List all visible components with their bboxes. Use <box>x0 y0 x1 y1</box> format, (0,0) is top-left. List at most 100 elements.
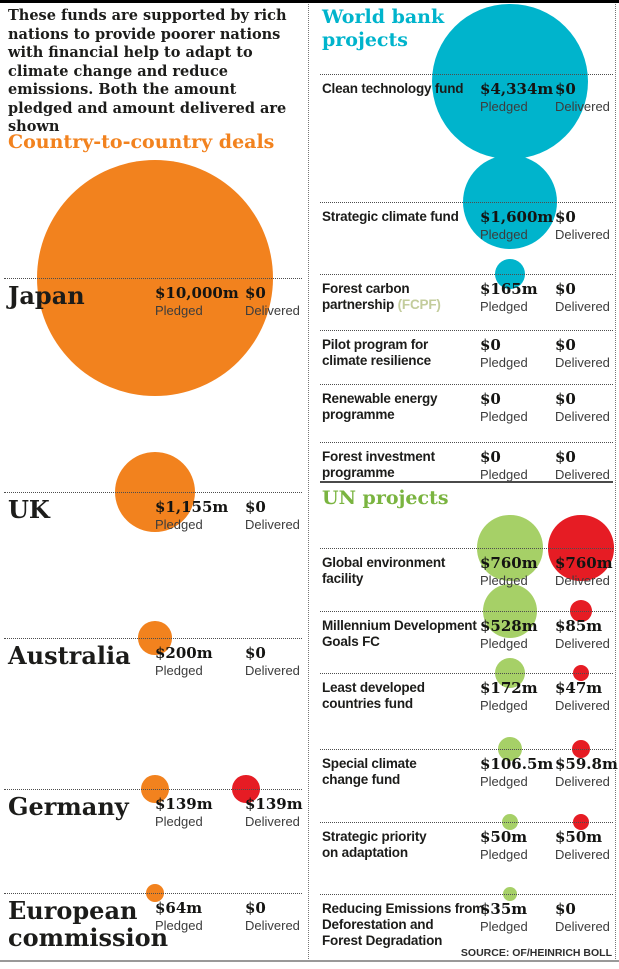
pledged-amount: $106.5m <box>480 755 554 773</box>
row-divider <box>4 893 302 894</box>
delivered-amount: $85m <box>555 617 603 635</box>
right-border <box>615 4 616 959</box>
delivered-value: $0 Delivered <box>555 391 610 424</box>
delivered-amount: $760m <box>555 554 613 572</box>
pledged-amount: $0 <box>480 390 501 408</box>
delivered-sublabel: Delivered <box>555 847 610 862</box>
pledged-amount: $139m <box>155 795 213 813</box>
delivered-value: $760m Delivered <box>555 555 613 588</box>
row-divider <box>320 202 613 203</box>
row-label: Reducing Emissions from Deforestation an… <box>322 901 484 948</box>
pledged-value: $64m Pledged <box>155 900 203 933</box>
row-label: Pilot program for climate resilience <box>322 337 431 368</box>
delivered-value: $0 Delivered <box>555 337 610 370</box>
pledged-bubble <box>501 813 519 831</box>
delivered-amount: $139m <box>245 795 303 813</box>
pledged-amount: $172m <box>480 679 538 697</box>
delivered-amount: $0 <box>555 336 576 354</box>
delivered-sublabel: Delivered <box>555 409 610 424</box>
pledged-value: $1,155m Pledged <box>155 499 228 532</box>
delivered-sublabel: Delivered <box>555 636 610 651</box>
column-divider <box>308 4 309 959</box>
pledged-value: $0 Pledged <box>480 337 528 370</box>
row-divider <box>320 894 613 895</box>
row-divider <box>320 749 613 750</box>
pledged-value: $165m Pledged <box>480 281 538 314</box>
delivered-value: $59.8m Delivered <box>555 756 618 789</box>
pledged-value: $4,334m Pledged <box>480 81 553 114</box>
pledged-sublabel: Pledged <box>480 227 528 242</box>
pledged-sublabel: Pledged <box>155 303 203 318</box>
delivered-sublabel: Delivered <box>245 663 300 678</box>
pledged-value: $0 Pledged <box>480 391 528 424</box>
pledged-value: $172m Pledged <box>480 680 538 713</box>
pledged-amount: $1,600m <box>480 208 554 226</box>
pledged-amount: $528m <box>480 617 538 635</box>
section-title-un: UN projects <box>322 487 449 509</box>
row-label: UK <box>8 495 50 524</box>
delivered-value: $0 Delivered <box>555 209 610 242</box>
pledged-value: $1,600m Pledged <box>480 209 553 242</box>
pledged-value: $0 Pledged <box>480 449 528 482</box>
row-divider <box>4 638 302 639</box>
row-label: Forest investment programme <box>322 449 435 480</box>
pledged-sublabel: Pledged <box>480 409 528 424</box>
delivered-sublabel: Delivered <box>245 918 300 933</box>
delivered-value: $47m Delivered <box>555 680 610 713</box>
pledged-bubble <box>462 154 558 250</box>
delivered-value: $0 Delivered <box>555 449 610 482</box>
row-label: Millennium Development Goals FC <box>322 618 477 649</box>
row-label: Special climate change fund <box>322 756 417 787</box>
pledged-sublabel: Pledged <box>480 467 528 482</box>
row-label: Least developed countries fund <box>322 680 425 711</box>
delivered-value: $50m Delivered <box>555 829 610 862</box>
delivered-sublabel: Delivered <box>555 355 610 370</box>
pledged-value: $760m Pledged <box>480 555 538 588</box>
row-divider <box>320 673 613 674</box>
pledged-amount: $64m <box>155 899 203 917</box>
pledged-value: $35m Pledged <box>480 901 528 934</box>
delivered-bubble <box>570 600 592 622</box>
pledged-bubble <box>114 451 196 533</box>
pledged-bubble <box>482 583 538 639</box>
section-title-country-deals: Country-to-country deals <box>8 131 275 153</box>
pledged-amount: $4,334m <box>480 80 554 98</box>
delivered-amount: $0 <box>245 899 266 917</box>
pledged-sublabel: Pledged <box>155 918 203 933</box>
delivered-amount: $0 <box>245 644 266 662</box>
delivered-amount: $0 <box>245 498 266 516</box>
pledged-bubble <box>494 258 526 290</box>
pledged-amount: $760m <box>480 554 538 572</box>
delivered-sublabel: Delivered <box>555 299 610 314</box>
delivered-value: $0 Delivered <box>555 901 610 934</box>
pledged-sublabel: Pledged <box>155 814 203 829</box>
delivered-amount: $0 <box>555 280 576 298</box>
pledged-sublabel: Pledged <box>480 573 528 588</box>
delivered-amount: $0 <box>555 80 576 98</box>
delivered-sublabel: Delivered <box>555 573 610 588</box>
delivered-sublabel: Delivered <box>555 227 610 242</box>
delivered-value: $0 Delivered <box>245 645 300 678</box>
pledged-bubble <box>494 657 526 689</box>
delivered-amount: $47m <box>555 679 603 697</box>
pledged-amount: $35m <box>480 900 528 918</box>
row-divider <box>320 822 613 823</box>
delivered-bubble <box>571 739 591 759</box>
delivered-sublabel: Delivered <box>245 303 300 318</box>
pledged-amount: $50m <box>480 828 528 846</box>
row-divider <box>4 278 302 279</box>
row-divider <box>320 274 613 275</box>
delivered-value: $0 Delivered <box>245 285 300 318</box>
row-label: Clean technology fund <box>322 81 464 96</box>
delivered-bubble <box>572 664 590 682</box>
row-divider <box>320 442 613 443</box>
delivered-value: $0 Delivered <box>555 281 610 314</box>
pledged-bubble <box>477 515 543 581</box>
row-divider <box>320 611 613 612</box>
top-border <box>0 0 619 3</box>
row-divider <box>320 548 613 549</box>
pledged-amount: $200m <box>155 644 213 662</box>
row-divider <box>4 789 302 790</box>
delivered-sublabel: Delivered <box>555 467 610 482</box>
